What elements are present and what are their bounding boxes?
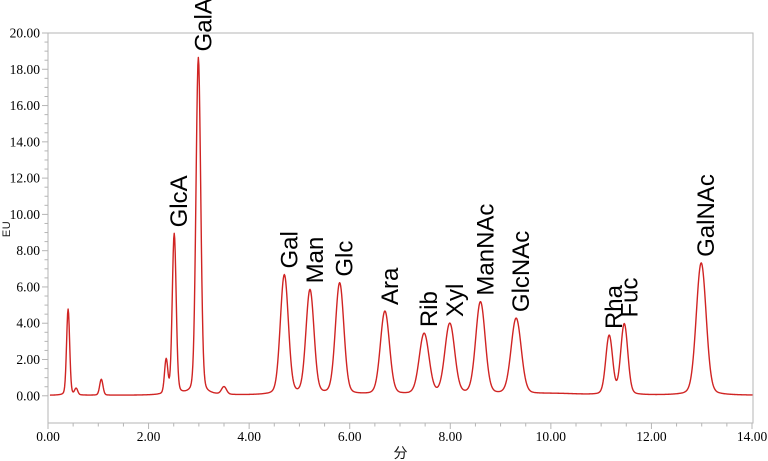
peak-label-xyl: Xyl	[442, 284, 469, 317]
y-tick-label: 8.00	[16, 243, 40, 258]
chromatogram-trace	[49, 56, 753, 396]
peak-label-man: Man	[302, 237, 329, 284]
y-tick-label: 18.00	[10, 62, 41, 77]
x-tick-label: 4.00	[237, 429, 261, 444]
peak-label-glca: GlcA	[166, 175, 193, 227]
y-tick-label: 6.00	[16, 279, 40, 294]
x-axis-title: 分	[393, 446, 408, 461]
peak-label-rib: Rib	[416, 291, 443, 327]
x-tick-label: 14.00	[737, 429, 768, 444]
y-tick-label: 2.00	[16, 352, 40, 367]
x-tick-label: 8.00	[438, 429, 462, 444]
y-tick-label: 4.00	[16, 316, 40, 331]
peak-label-gala: GalA	[190, 0, 217, 51]
y-axis-title: EU	[1, 220, 13, 238]
y-tick-label: 14.00	[10, 134, 41, 149]
y-tick-label: 10.00	[10, 207, 41, 222]
peak-label-galnac: GalNAc	[693, 174, 720, 257]
peak-label-gal: Gal	[276, 231, 303, 268]
y-tick-label: 20.00	[10, 26, 41, 41]
x-tick-label: 2.00	[137, 429, 161, 444]
peak-label-glcnac: GlcNAc	[508, 231, 535, 312]
y-tick-label: 16.00	[10, 98, 41, 113]
peak-label-rha: Rha	[601, 284, 628, 329]
peak-label-glc: Glc	[332, 241, 359, 277]
y-tick-label: 0.00	[16, 388, 40, 403]
x-tick-label: 12.00	[636, 429, 667, 444]
x-tick-label: 0.00	[36, 429, 60, 444]
peak-label-fuc: Fuc	[616, 278, 643, 318]
x-tick-label: 6.00	[338, 429, 362, 444]
peak-label-mannac: ManNAc	[472, 204, 499, 296]
x-tick-label: 10.00	[536, 429, 567, 444]
y-tick-label: 12.00	[10, 171, 41, 186]
plot-border	[47, 32, 754, 424]
peak-label-ara: Ara	[377, 267, 404, 305]
